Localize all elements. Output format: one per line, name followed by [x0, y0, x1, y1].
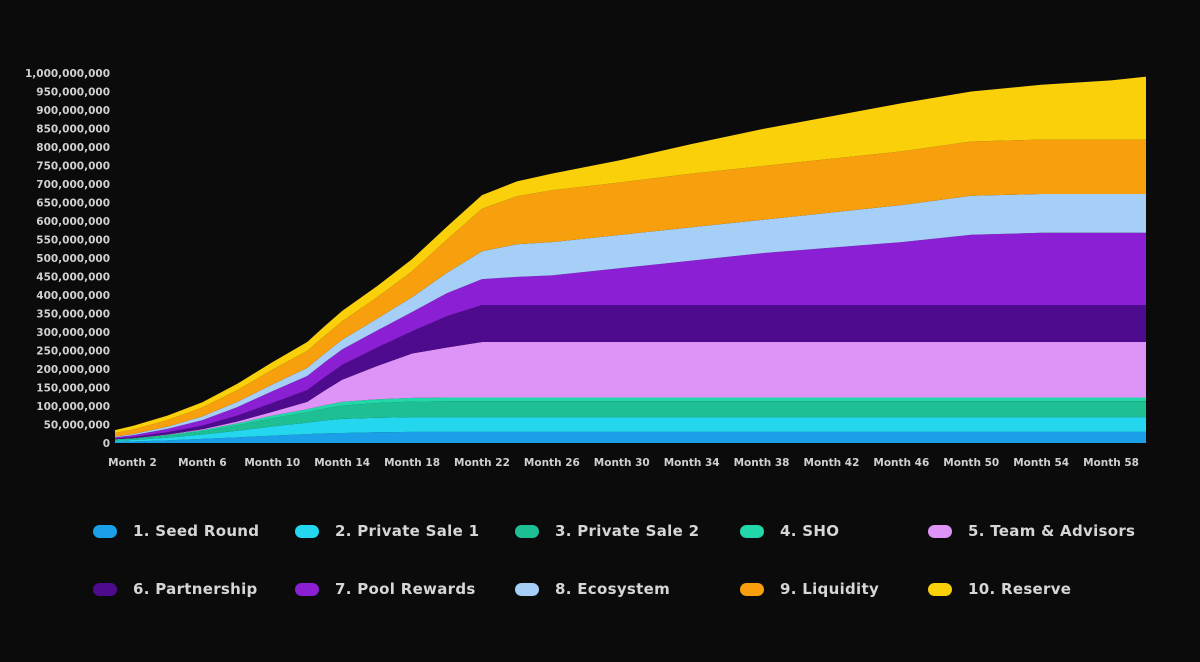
- x-tick-label: Month 42: [804, 457, 860, 469]
- x-tick-label: Month 22: [454, 457, 510, 469]
- y-tick-label: 150,000,000: [36, 383, 110, 395]
- y-tick-label: 100,000,000: [36, 401, 110, 413]
- x-tick-label: Month 38: [734, 457, 790, 469]
- y-tick-label: 650,000,000: [36, 198, 110, 210]
- x-tick-label: Month 34: [664, 457, 720, 469]
- y-axis-ticks: 0 50,000,000 100,000,000 150,000,000 200,000…: [25, 68, 110, 450]
- x-tick-label: Month 14: [314, 457, 370, 469]
- y-tick-label: 300,000,000: [36, 327, 110, 339]
- y-tick-label: 200,000,000: [36, 364, 110, 376]
- area-series-3: [115, 401, 1146, 441]
- x-tick-label: Month 18: [384, 457, 440, 469]
- x-axis-ticks: Month 2 Month 6 Month 10 Month 14 Month 18 Mo…: [108, 457, 1139, 469]
- x-tick-label: Month 6: [178, 457, 227, 469]
- y-tick-label: 250,000,000: [36, 346, 110, 358]
- area-series-8: [115, 194, 1146, 438]
- x-tick-label: Month 26: [524, 457, 580, 469]
- x-tick-label: Month 10: [244, 457, 300, 469]
- x-tick-label: Month 2: [108, 457, 157, 469]
- y-tick-label: 350,000,000: [36, 309, 110, 321]
- y-tick-label: 50,000,000: [44, 420, 110, 432]
- series-areas: [115, 76, 1146, 443]
- area-series-6: [115, 305, 1146, 440]
- y-tick-label: 600,000,000: [36, 216, 110, 228]
- y-tick-label: 800,000,000: [36, 142, 110, 154]
- area-series-2: [115, 417, 1146, 442]
- y-tick-label: 0: [103, 438, 110, 450]
- area-series-1: [115, 431, 1146, 443]
- area-series-5: [115, 342, 1146, 440]
- area-series-10: [115, 76, 1146, 433]
- x-tick-label: Month 54: [1013, 457, 1069, 469]
- y-tick-label: 950,000,000: [36, 87, 110, 99]
- y-tick-label: 450,000,000: [36, 272, 110, 284]
- y-tick-label: 700,000,000: [36, 179, 110, 191]
- y-tick-label: 400,000,000: [36, 290, 110, 302]
- y-tick-label: 750,000,000: [36, 161, 110, 173]
- y-tick-label: 900,000,000: [36, 105, 110, 117]
- y-tick-label: 500,000,000: [36, 253, 110, 265]
- x-tick-label: Month 30: [594, 457, 650, 469]
- y-tick-label: 550,000,000: [36, 235, 110, 247]
- y-tick-label: 850,000,000: [36, 124, 110, 136]
- area-series-7: [115, 232, 1146, 439]
- area-series-9: [115, 139, 1146, 437]
- x-tick-label: Month 50: [943, 457, 999, 469]
- x-tick-label: Month 46: [873, 457, 929, 469]
- x-tick-label: Month 58: [1083, 457, 1139, 469]
- y-tick-label: 1,000,000,000: [25, 68, 110, 80]
